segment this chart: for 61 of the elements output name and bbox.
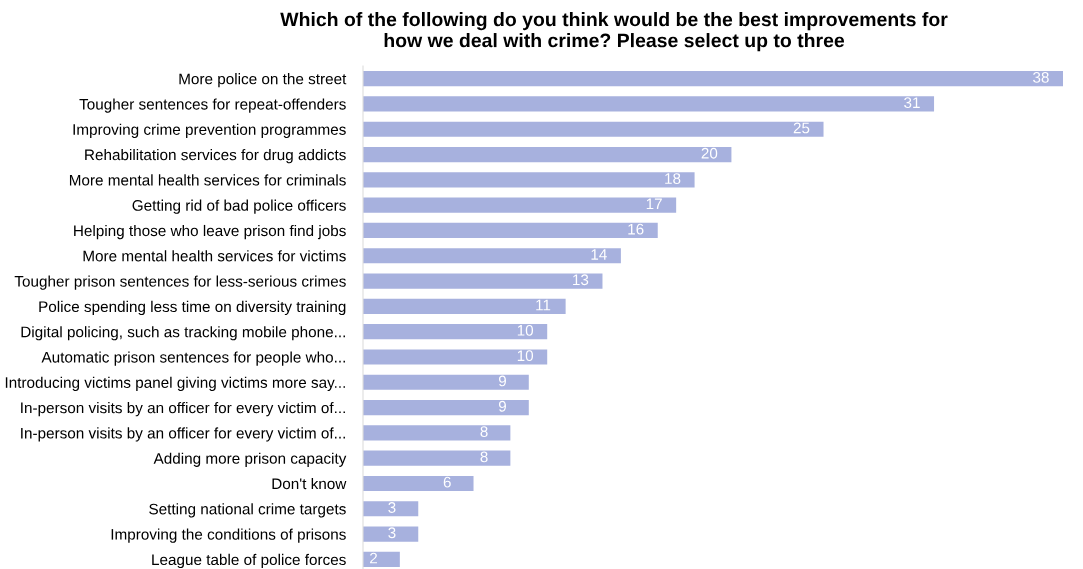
data-label: 13 (573, 274, 589, 286)
data-label: 8 (480, 426, 488, 437)
bar (363, 425, 511, 441)
chart-title: Which of the following do you think would be the best improvements for how we deal with crime? Please select up to three (280, 12, 948, 52)
bar (363, 298, 566, 314)
data-label: 31 (904, 97, 920, 109)
y-tick-label: Setting national crime targets (149, 503, 346, 518)
data-label: 11 (536, 299, 551, 311)
bar (363, 146, 732, 163)
y-tick-label: More mental health services for criminals (69, 174, 346, 186)
bar (363, 96, 935, 112)
data-label: 2 (370, 552, 378, 564)
y-tick-label: In-person visits by an officer for every victim of... (21, 427, 345, 442)
y-tick-label: Don't know (272, 477, 347, 490)
bar (363, 71, 1063, 87)
bar (363, 197, 677, 213)
data-label: 14 (591, 249, 607, 260)
y-tick-label: Introducing victims panel giving victims more say... (5, 376, 345, 391)
bar (363, 121, 824, 137)
bar (363, 551, 400, 567)
y-tick-label: Improving the conditions of prisons (111, 528, 346, 543)
bar (363, 172, 695, 188)
bar (363, 222, 658, 239)
bar (363, 374, 529, 390)
bar (363, 475, 474, 492)
y-tick-label: More mental health services for victims (83, 250, 346, 262)
y-tick-label: Automatic prison sentences for people who... (41, 351, 345, 366)
bar (363, 273, 603, 289)
bar (363, 324, 548, 340)
y-tick-label: Police spending less time on diversity training (39, 300, 346, 316)
bar (363, 349, 548, 365)
y-tick-label: Helping those who leave prison find jobs (74, 224, 346, 240)
bar (363, 501, 419, 517)
bar (363, 399, 529, 416)
y-tick-label: Adding more prison capacity (153, 452, 347, 467)
bar (363, 248, 621, 264)
data-label: 9 (498, 375, 507, 387)
y-tick-label: Getting rid of bad police officers (132, 199, 346, 214)
data-label: 18 (665, 173, 681, 184)
y-tick-label: In-person visits by an officer for every victim of... (21, 402, 345, 417)
data-label: 16 (628, 223, 644, 235)
data-label: 3 (388, 502, 396, 513)
data-label: 6 (443, 476, 451, 488)
y-tick-label: Improving crime prevention programmes (73, 123, 346, 138)
bar (363, 526, 419, 542)
y-tick-label: Tougher sentences for repeat-offenders (79, 98, 346, 113)
data-label: 9 (498, 400, 507, 412)
data-label: 25 (793, 122, 810, 134)
data-label: 10 (517, 324, 534, 336)
data-label: 3 (388, 527, 396, 539)
y-tick-label: Digital policing, such as tracking mobile phone... (21, 326, 345, 341)
y-tick-label: League table of police forces (152, 553, 346, 569)
data-label: 17 (646, 198, 662, 210)
data-label: 38 (1033, 71, 1049, 83)
data-label: 8 (480, 451, 488, 463)
data-label: 10 (517, 350, 534, 362)
bar (363, 450, 511, 466)
data-label: 20 (701, 147, 718, 159)
y-tick-label: Rehabilitation services for drug addicts (85, 149, 346, 164)
y-tick-label: More police on the street (179, 73, 347, 88)
y-tick-label: Tougher prison sentences for less-serious crimes (14, 275, 346, 290)
